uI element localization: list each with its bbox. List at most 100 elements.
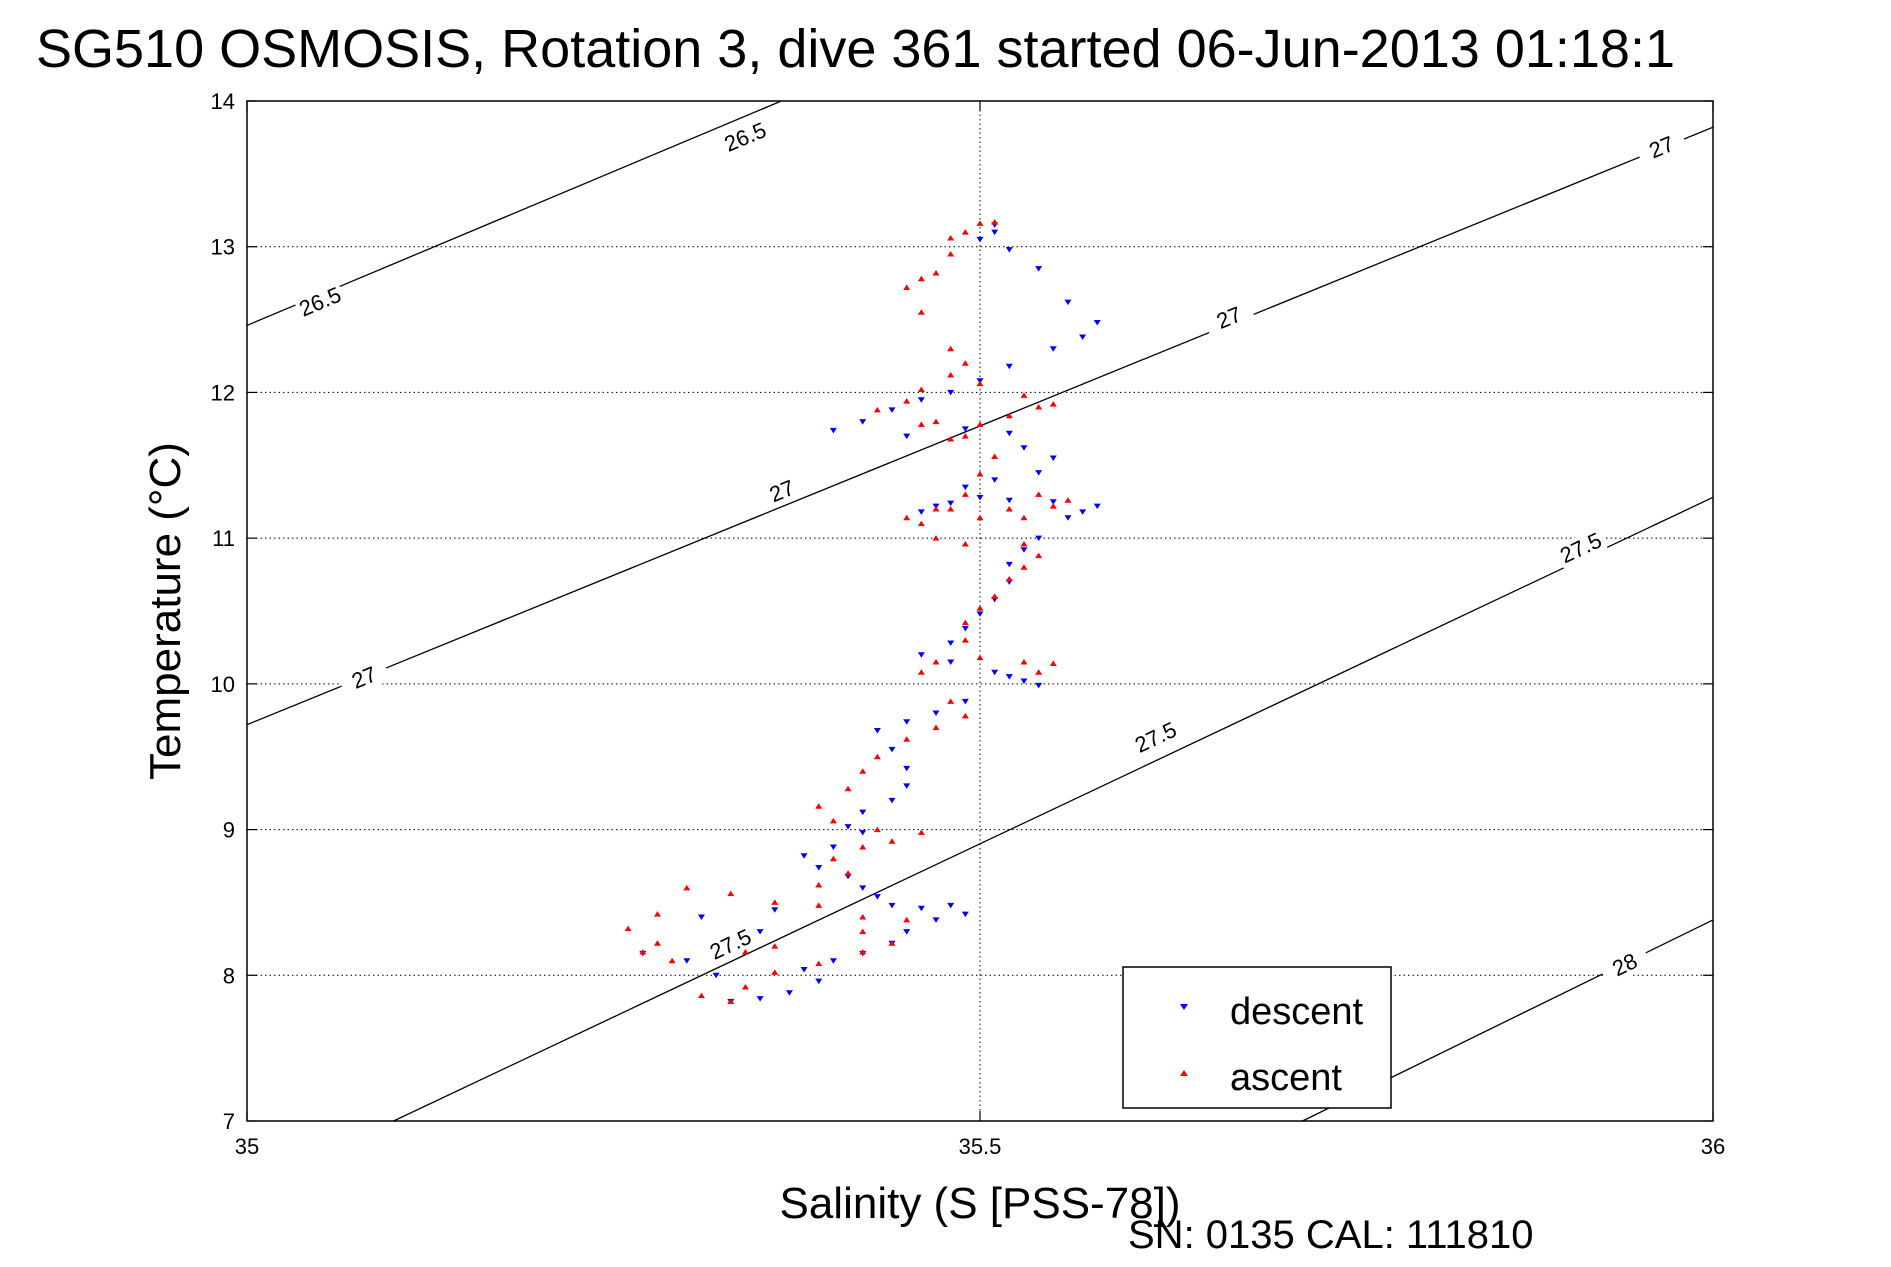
ascent-point	[1020, 540, 1028, 547]
ascent-point	[1049, 660, 1057, 666]
ascent-point	[815, 881, 823, 888]
contour-lines	[247, 101, 1713, 1121]
ascent-point	[873, 753, 881, 760]
descent-point	[947, 389, 955, 396]
ascent-point	[653, 911, 661, 917]
descent-point	[1020, 547, 1028, 553]
descent-point	[829, 958, 837, 964]
ascent-point	[932, 659, 940, 665]
descent-point	[1005, 561, 1013, 568]
descent-point	[1005, 497, 1013, 504]
y-tick-label: 11	[212, 526, 235, 551]
ascent-point	[976, 654, 984, 661]
descent-point	[917, 397, 925, 403]
descent-point	[1064, 515, 1072, 521]
ascent-point	[683, 884, 691, 891]
ascent-point	[873, 406, 881, 413]
contour-label-bg	[1634, 127, 1689, 168]
ascent-point	[917, 386, 925, 393]
descent-point	[991, 477, 999, 483]
descent-point	[1020, 445, 1028, 451]
descent-point	[1049, 455, 1057, 461]
ascent-point	[624, 925, 632, 932]
legend-ascent-marker	[1180, 1070, 1188, 1076]
ascent-point	[815, 803, 823, 809]
contour-line	[393, 496, 1713, 1121]
descent-point	[800, 853, 808, 859]
descent-point	[888, 746, 896, 753]
ascent-point	[844, 785, 852, 792]
contour-label-bg	[703, 923, 758, 966]
ascent-point	[932, 506, 940, 512]
descent-point	[873, 727, 881, 734]
descent-point	[947, 500, 955, 507]
ascent-point	[932, 724, 940, 731]
ascent-point	[976, 421, 984, 427]
ascent-point	[961, 540, 969, 547]
descent-point	[903, 929, 911, 935]
y-tick-label: 7	[223, 1109, 235, 1134]
ascent-point	[859, 928, 867, 935]
ascent-point	[771, 969, 779, 975]
descent-point	[888, 797, 896, 804]
descent-point	[903, 765, 911, 772]
ascent-point	[961, 433, 969, 439]
ascent-point	[947, 698, 955, 704]
descent-point	[961, 484, 969, 491]
legend-descent-label: descent	[1230, 991, 1364, 1033]
ascent-point	[947, 251, 955, 257]
contour-label-bg	[1202, 297, 1256, 339]
y-tick-label: 10	[211, 672, 235, 697]
descent-point	[991, 229, 999, 236]
descent-point	[947, 659, 955, 665]
ascent-point	[961, 712, 969, 719]
contour-label-bg	[293, 281, 348, 323]
descent-point	[903, 719, 911, 725]
ascent-point	[1049, 503, 1057, 509]
ascent-point	[917, 275, 925, 282]
ascent-point	[917, 669, 925, 675]
ascent-point	[976, 220, 984, 226]
descent-point	[947, 640, 955, 647]
ascent-point	[932, 535, 940, 541]
ascent-point	[1020, 659, 1028, 665]
ascent-point	[976, 605, 984, 611]
ascent-point	[976, 380, 984, 387]
ascent-point	[903, 514, 911, 521]
chart-title: SG510 OSMOSIS, Rotation 3, dive 361 star…	[36, 19, 1675, 79]
descent-point	[859, 885, 867, 891]
y-tick-label: 13	[211, 235, 235, 260]
contour-label-bg	[718, 117, 773, 158]
legend: descent ascent	[1122, 966, 1392, 1109]
ascent-point	[829, 855, 837, 862]
ascent-point	[859, 948, 867, 955]
ascent-point	[991, 218, 999, 225]
ascent-point	[932, 418, 940, 425]
legend-descent-marker	[1180, 1004, 1188, 1010]
descent-point	[1093, 503, 1101, 510]
descent-point	[1049, 346, 1057, 352]
ascent-point	[947, 234, 955, 241]
ascent-point	[947, 436, 955, 442]
ascent-point	[1005, 575, 1013, 582]
data-points	[624, 218, 1101, 1005]
ascent-point	[888, 838, 896, 844]
contour-label-bg	[1598, 943, 1652, 987]
descent-point	[1035, 682, 1043, 689]
descent-point	[1005, 247, 1013, 253]
descent-point	[1079, 509, 1087, 515]
descent-point	[1035, 470, 1043, 476]
descent-point	[1035, 266, 1043, 272]
ascent-point	[1064, 497, 1072, 503]
ascent-point	[668, 957, 676, 964]
y-tick-label: 14	[211, 89, 235, 114]
ascent-point	[961, 637, 969, 643]
descent-point	[829, 427, 837, 434]
contour-label-bg	[1129, 716, 1183, 759]
descent-point	[932, 917, 940, 923]
ascent-point	[771, 899, 779, 905]
contour-label-bg	[337, 657, 392, 699]
descent-point	[771, 907, 779, 913]
ascent-point	[903, 916, 911, 923]
descent-point	[976, 494, 984, 501]
